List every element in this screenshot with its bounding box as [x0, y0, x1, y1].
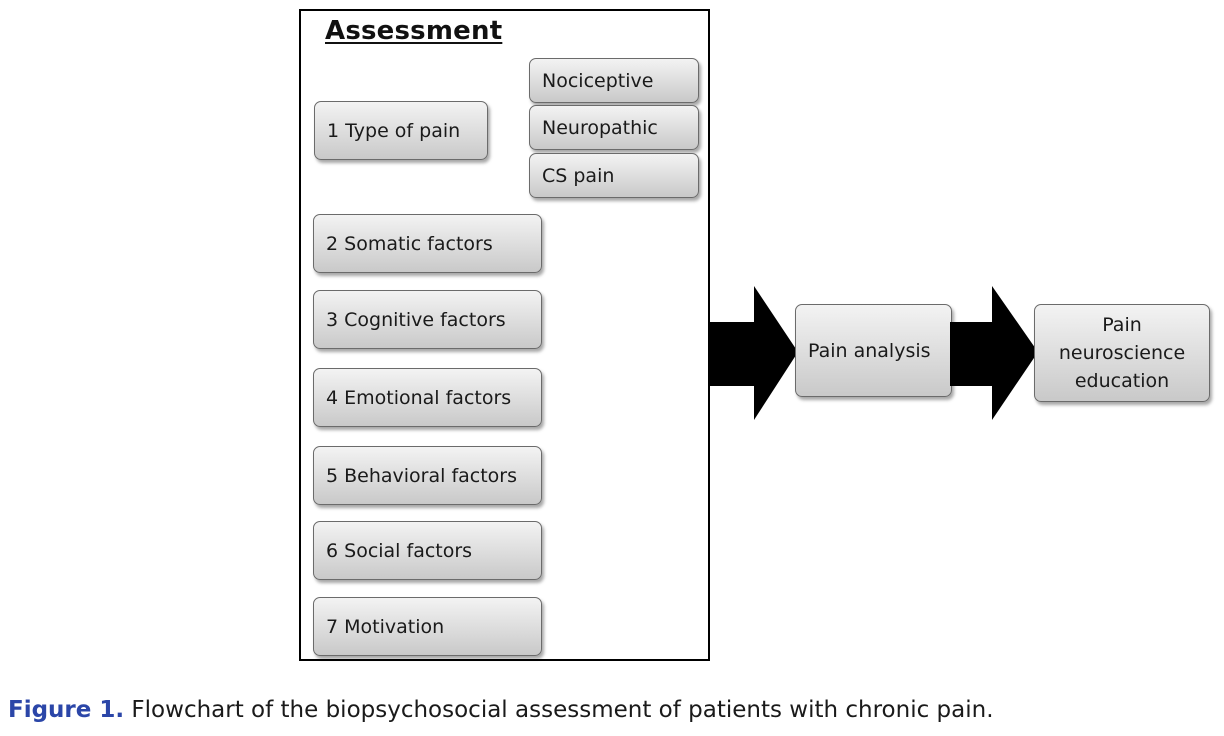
- factor-label: 3 Cognitive factors: [326, 308, 506, 331]
- subtype-cs-pain: CS pain: [529, 153, 699, 198]
- factor-label: 1 Type of pain: [327, 119, 461, 142]
- subtype-neuropathic: Neuropathic: [529, 105, 699, 150]
- figure-caption-text: Flowchart of the biopsychosocial assessm…: [124, 697, 994, 723]
- factor-motivation: 7 Motivation: [313, 597, 542, 656]
- factor-type-of-pain: 1 Type of pain: [314, 101, 488, 160]
- assessment-title: Assessment: [325, 16, 503, 46]
- figure-caption-label: Figure 1.: [8, 697, 125, 723]
- factor-label: 5 Behavioral factors: [326, 464, 518, 487]
- subtype-label: Neuropathic: [542, 116, 658, 139]
- factor-behavioral: 5 Behavioral factors: [313, 446, 542, 505]
- education-label-line3: education: [1074, 370, 1170, 392]
- education-label-line1: Pain: [1102, 314, 1142, 336]
- factor-emotional: 4 Emotional factors: [313, 368, 542, 427]
- figure-caption: Figure 1. Flowchart of the biopsychosoci…: [8, 697, 994, 723]
- education-label-line2: neuroscience: [1058, 342, 1186, 364]
- pain-analysis-label: Pain analysis: [808, 339, 931, 362]
- education-box: Pain neuroscience education: [1034, 304, 1210, 402]
- factor-social: 6 Social factors: [313, 521, 542, 580]
- factor-label: 6 Social factors: [326, 539, 473, 562]
- subtype-nociceptive: Nociceptive: [529, 58, 699, 103]
- pain-analysis-box: Pain analysis: [795, 304, 952, 397]
- arrow-right-icon: [950, 286, 1038, 420]
- arrow-right-icon: [708, 286, 798, 420]
- factor-label: 4 Emotional factors: [326, 386, 512, 409]
- subtype-label: Nociceptive: [542, 69, 654, 92]
- subtype-label: CS pain: [542, 164, 615, 187]
- factor-label: 2 Somatic factors: [326, 232, 493, 255]
- factor-somatic: 2 Somatic factors: [313, 214, 542, 273]
- factor-cognitive: 3 Cognitive factors: [313, 290, 542, 349]
- factor-label: 7 Motivation: [326, 615, 445, 638]
